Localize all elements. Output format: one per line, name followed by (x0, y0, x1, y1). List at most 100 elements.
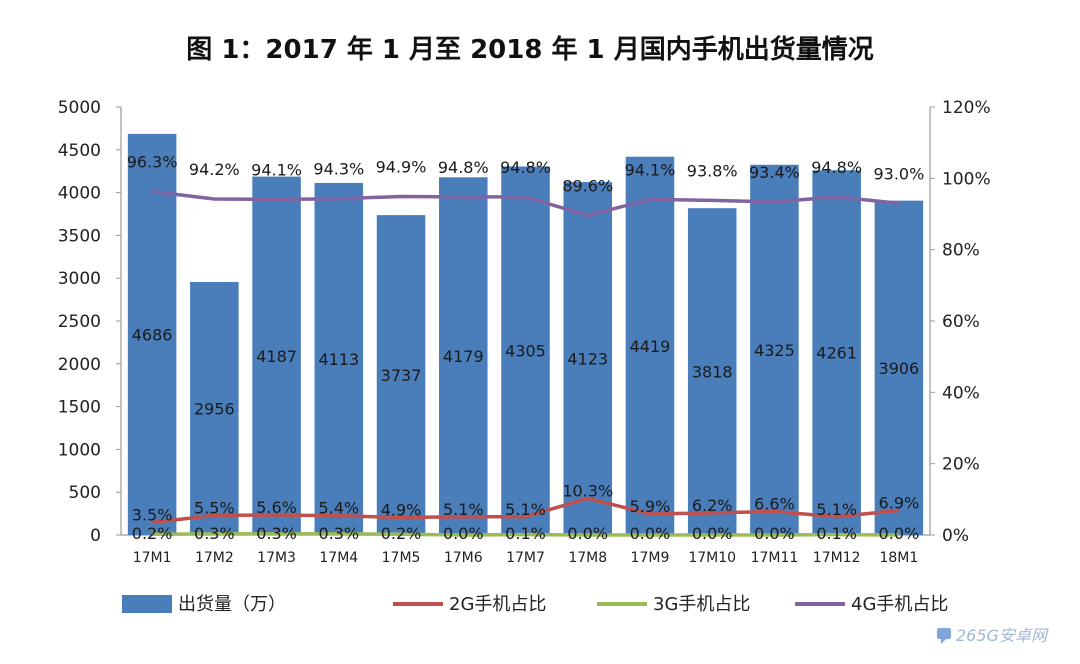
bar (127, 133, 177, 535)
label-4g: 94.8% (500, 158, 551, 177)
bar-value-label: 3906 (879, 359, 920, 378)
label-2g: 5.9% (630, 497, 671, 516)
bar-value-label: 2956 (194, 399, 235, 418)
category-label: 17M10 (688, 550, 736, 566)
data-labels: 4686 2956 4187 4113 3737 4179 4305 4123 4419 3818… (127, 153, 925, 543)
label-3g: 0.3% (194, 524, 235, 543)
label-2g: 6.9% (879, 493, 920, 512)
label-2g: 5.1% (816, 500, 857, 519)
label-3g: 0.0% (879, 524, 920, 543)
bar-value-label: 4187 (256, 347, 297, 366)
label-3g: 0.0% (692, 524, 733, 543)
left-tick-label: 1500 (58, 398, 101, 418)
line-4g (151, 189, 900, 218)
label-4g: 93.8% (687, 161, 738, 180)
label-2g: 5.1% (505, 500, 546, 519)
label-4g: 93.4% (749, 163, 800, 182)
label-3g: 0.0% (567, 524, 608, 543)
bar-value-label: 3818 (692, 363, 733, 382)
category-label: 17M4 (319, 550, 358, 566)
bar-value-label: 4113 (318, 350, 359, 369)
left-tick-label: 5000 (58, 98, 101, 118)
bar-value-label: 3737 (381, 366, 422, 385)
category-label: 17M9 (631, 550, 670, 566)
label-3g: 0.3% (256, 524, 297, 543)
label-4g: 94.1% (251, 160, 302, 179)
watermark: 265G安卓网 (937, 626, 1049, 645)
bar (687, 208, 737, 535)
label-2g: 10.3% (562, 481, 613, 500)
bar-value-label: 4419 (630, 337, 671, 356)
label-2g: 6.2% (692, 496, 733, 515)
label-3g: 0.1% (816, 524, 857, 543)
line-3g (152, 532, 899, 537)
category-label: 17M12 (813, 550, 861, 566)
watermark-text: 265G安卓网 (956, 626, 1049, 645)
label-2g: 5.6% (256, 498, 297, 517)
left-tick-label: 0 (90, 526, 101, 546)
right-tick-label: 60% (942, 312, 980, 332)
label-3g: 0.1% (505, 524, 546, 543)
bar-value-label: 4305 (505, 342, 546, 361)
label-3g: 0.2% (132, 524, 173, 543)
right-tick-label: 40% (942, 383, 980, 403)
label-3g: 0.0% (443, 524, 484, 543)
chat-bubble-icon (937, 628, 951, 644)
category-label: 18M1 (879, 550, 918, 566)
label-4g: 93.0% (873, 164, 924, 183)
bar (438, 177, 488, 536)
left-tick-label: 4000 (58, 184, 101, 204)
right-tick-label: 80% (942, 241, 980, 261)
bar (376, 215, 426, 535)
category-label: 17M1 (133, 550, 172, 566)
category-label: 17M7 (506, 550, 545, 566)
label-4g: 89.6% (562, 176, 613, 195)
category-label: 17M8 (568, 550, 607, 566)
legend-swatch-bar (122, 595, 172, 613)
label-2g: 5.4% (318, 499, 359, 518)
label-2g: 5.5% (194, 498, 235, 517)
category-label: 17M6 (444, 550, 483, 566)
label-4g: 94.8% (438, 158, 489, 177)
legend-label: 4G手机占比 (851, 594, 948, 615)
bar (501, 166, 550, 535)
category-label: 17M5 (382, 550, 421, 566)
label-2g: 5.1% (443, 500, 484, 519)
bar-series (127, 133, 924, 536)
chart-legend: 出货量（万） 2G手机占比 3G手机占比 4G手机占比 (122, 594, 948, 615)
right-tick-label: 100% (942, 169, 991, 189)
chart-title: 图 1：2017 年 1 月至 2018 年 1 月国内手机出货量情况 (186, 34, 873, 65)
bar (625, 156, 675, 536)
bar (190, 281, 239, 535)
bar (874, 200, 924, 535)
label-2g: 3.5% (132, 506, 173, 525)
label-3g: 0.0% (754, 524, 795, 543)
left-tick-label: 2500 (58, 312, 101, 332)
bar (314, 182, 364, 536)
category-label: 17M11 (751, 550, 799, 566)
left-tick-label: 3000 (58, 269, 101, 289)
bar (563, 182, 613, 535)
label-4g: 94.8% (811, 158, 862, 177)
bar-value-label: 4261 (816, 344, 857, 363)
legend-label: 2G手机占比 (449, 594, 546, 615)
left-tick-label: 4500 (58, 141, 101, 161)
label-2g: 6.6% (754, 494, 795, 513)
legend-label: 3G手机占比 (653, 594, 750, 615)
bar-value-label: 4325 (754, 341, 795, 360)
label-2g: 4.9% (381, 501, 422, 520)
bar (750, 164, 799, 535)
bar-value-label: 4686 (132, 325, 173, 344)
category-label: 17M3 (257, 550, 296, 566)
label-3g: 0.0% (630, 524, 671, 543)
line-2g (151, 496, 900, 525)
line-series (151, 189, 900, 537)
label-4g: 94.1% (625, 160, 676, 179)
label-4g: 94.2% (189, 160, 240, 179)
label-3g: 0.3% (318, 524, 359, 543)
left-tick-label: 3500 (58, 226, 101, 246)
bar-value-label: 4179 (443, 347, 484, 366)
right-tick-label: 20% (942, 455, 980, 475)
label-4g: 94.9% (376, 158, 427, 177)
